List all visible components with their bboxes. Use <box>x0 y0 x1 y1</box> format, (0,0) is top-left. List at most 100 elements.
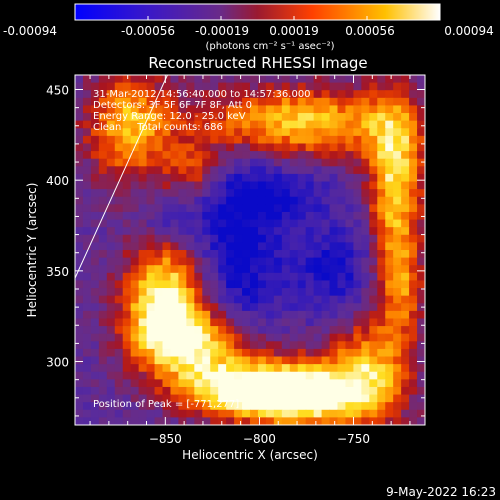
heatmap-cell <box>82 288 92 297</box>
heatmap-cell <box>250 303 259 312</box>
heatmap-cell <box>409 135 418 145</box>
heatmap-cell <box>297 341 307 350</box>
heatmap-cell <box>226 371 235 380</box>
heatmap-cell <box>377 295 386 304</box>
heatmap-cell <box>75 97 84 107</box>
heatmap-cell <box>106 181 116 190</box>
heatmap-cell <box>305 211 315 221</box>
heatmap-cell <box>146 250 156 259</box>
heatmap-cell <box>409 113 418 122</box>
heatmap-cell <box>106 379 116 388</box>
heatmap-cell <box>353 211 362 221</box>
heatmap-cell <box>186 318 195 327</box>
heatmap-cell <box>329 219 339 228</box>
heatmap-cell <box>186 135 195 145</box>
heatmap-cell <box>194 295 203 304</box>
heatmap-cell <box>218 272 227 282</box>
heatmap-cell <box>194 379 203 388</box>
heatmap-cell <box>345 326 354 335</box>
heatmap-cell <box>265 326 275 335</box>
heatmap-cell <box>281 288 291 297</box>
heatmap-cell <box>186 128 195 137</box>
heatmap-cell <box>329 97 339 107</box>
heatmap-cell <box>273 310 283 320</box>
heatmap-cell <box>130 333 140 342</box>
heatmap-cell <box>170 318 179 327</box>
heatmap-cell <box>353 341 362 350</box>
heatmap-cell <box>146 265 156 274</box>
heatmap-cell <box>401 82 410 91</box>
heatmap-cell <box>82 234 92 243</box>
heatmap-cell <box>250 333 259 342</box>
heatmap-cell <box>297 409 307 418</box>
heatmap-cell <box>170 219 179 228</box>
heatmap-cell <box>162 341 172 350</box>
heatmap-cell <box>138 394 148 403</box>
heatmap-cell <box>226 364 235 373</box>
heatmap-cell <box>210 318 219 327</box>
heatmap-cell <box>385 189 394 198</box>
heatmap-cell <box>186 356 195 365</box>
x-axis-ticks: −850 −800 −750 <box>89 75 411 446</box>
heatmap-cell <box>369 135 378 145</box>
heatmap-cell <box>345 348 354 358</box>
heatmap-cell <box>226 120 235 129</box>
heatmap-cell <box>194 143 203 152</box>
heatmap-cell <box>265 234 275 243</box>
heatmap-cell <box>297 151 307 160</box>
heatmap-cell <box>234 97 243 107</box>
heatmap-cell <box>178 295 187 304</box>
heatmap-cell <box>289 120 299 129</box>
heatmap-cell <box>75 143 84 152</box>
heatmap-cell <box>273 318 283 327</box>
heatmap-cell <box>250 257 259 266</box>
heatmap-cell <box>170 265 179 274</box>
heatmap-cell <box>210 158 219 167</box>
heatmap-cell <box>297 196 307 205</box>
heatmap-cell <box>154 394 164 403</box>
heatmap-cell <box>178 402 187 411</box>
heatmap-cell <box>138 333 148 342</box>
heatmap-cell <box>130 288 140 297</box>
heatmap-cell <box>75 181 84 190</box>
heatmap-cell <box>369 242 378 251</box>
heatmap-cell <box>234 219 243 228</box>
heatmap-cell <box>250 318 259 327</box>
heatmap-cell <box>265 272 275 282</box>
heatmap-cell <box>289 158 299 167</box>
heatmap-cell <box>178 181 187 190</box>
heatmap-cell <box>313 356 323 365</box>
heatmap-cell <box>218 364 227 373</box>
heatmap-cell <box>337 211 347 221</box>
heatmap-cell <box>82 242 92 251</box>
heatmap-cell <box>345 82 354 91</box>
heatmap-cell <box>329 364 339 373</box>
heatmap-cell <box>162 409 172 418</box>
heatmap-cell <box>353 97 362 107</box>
heatmap-cell <box>409 227 418 236</box>
heatmap-cell <box>210 417 219 425</box>
heatmap-cell <box>90 341 100 350</box>
heatmap-cell <box>393 227 402 236</box>
heatmap-cell <box>146 143 156 152</box>
heatmap-cell <box>154 250 164 259</box>
heatmap-cell <box>218 97 227 107</box>
heatmap-cell <box>138 204 148 213</box>
heatmap-cell <box>297 105 307 114</box>
heatmap-cell <box>281 341 291 350</box>
heatmap-cell <box>385 356 394 365</box>
heatmap-cell <box>385 364 394 373</box>
heatmap-cell <box>138 295 148 304</box>
heatmap-cell <box>170 303 179 312</box>
heatmap-cell <box>226 318 235 327</box>
heatmap-cell <box>106 341 116 350</box>
heatmap-cell <box>170 295 179 304</box>
heatmap-cell <box>138 371 148 380</box>
heatmap-cell <box>385 280 394 289</box>
heatmap-cell <box>289 409 299 418</box>
heatmap-cell <box>202 181 211 190</box>
heatmap-cell <box>154 181 164 190</box>
heatmap-cell <box>289 166 299 175</box>
heatmap-cell <box>345 272 354 282</box>
heatmap-cell <box>162 326 172 335</box>
